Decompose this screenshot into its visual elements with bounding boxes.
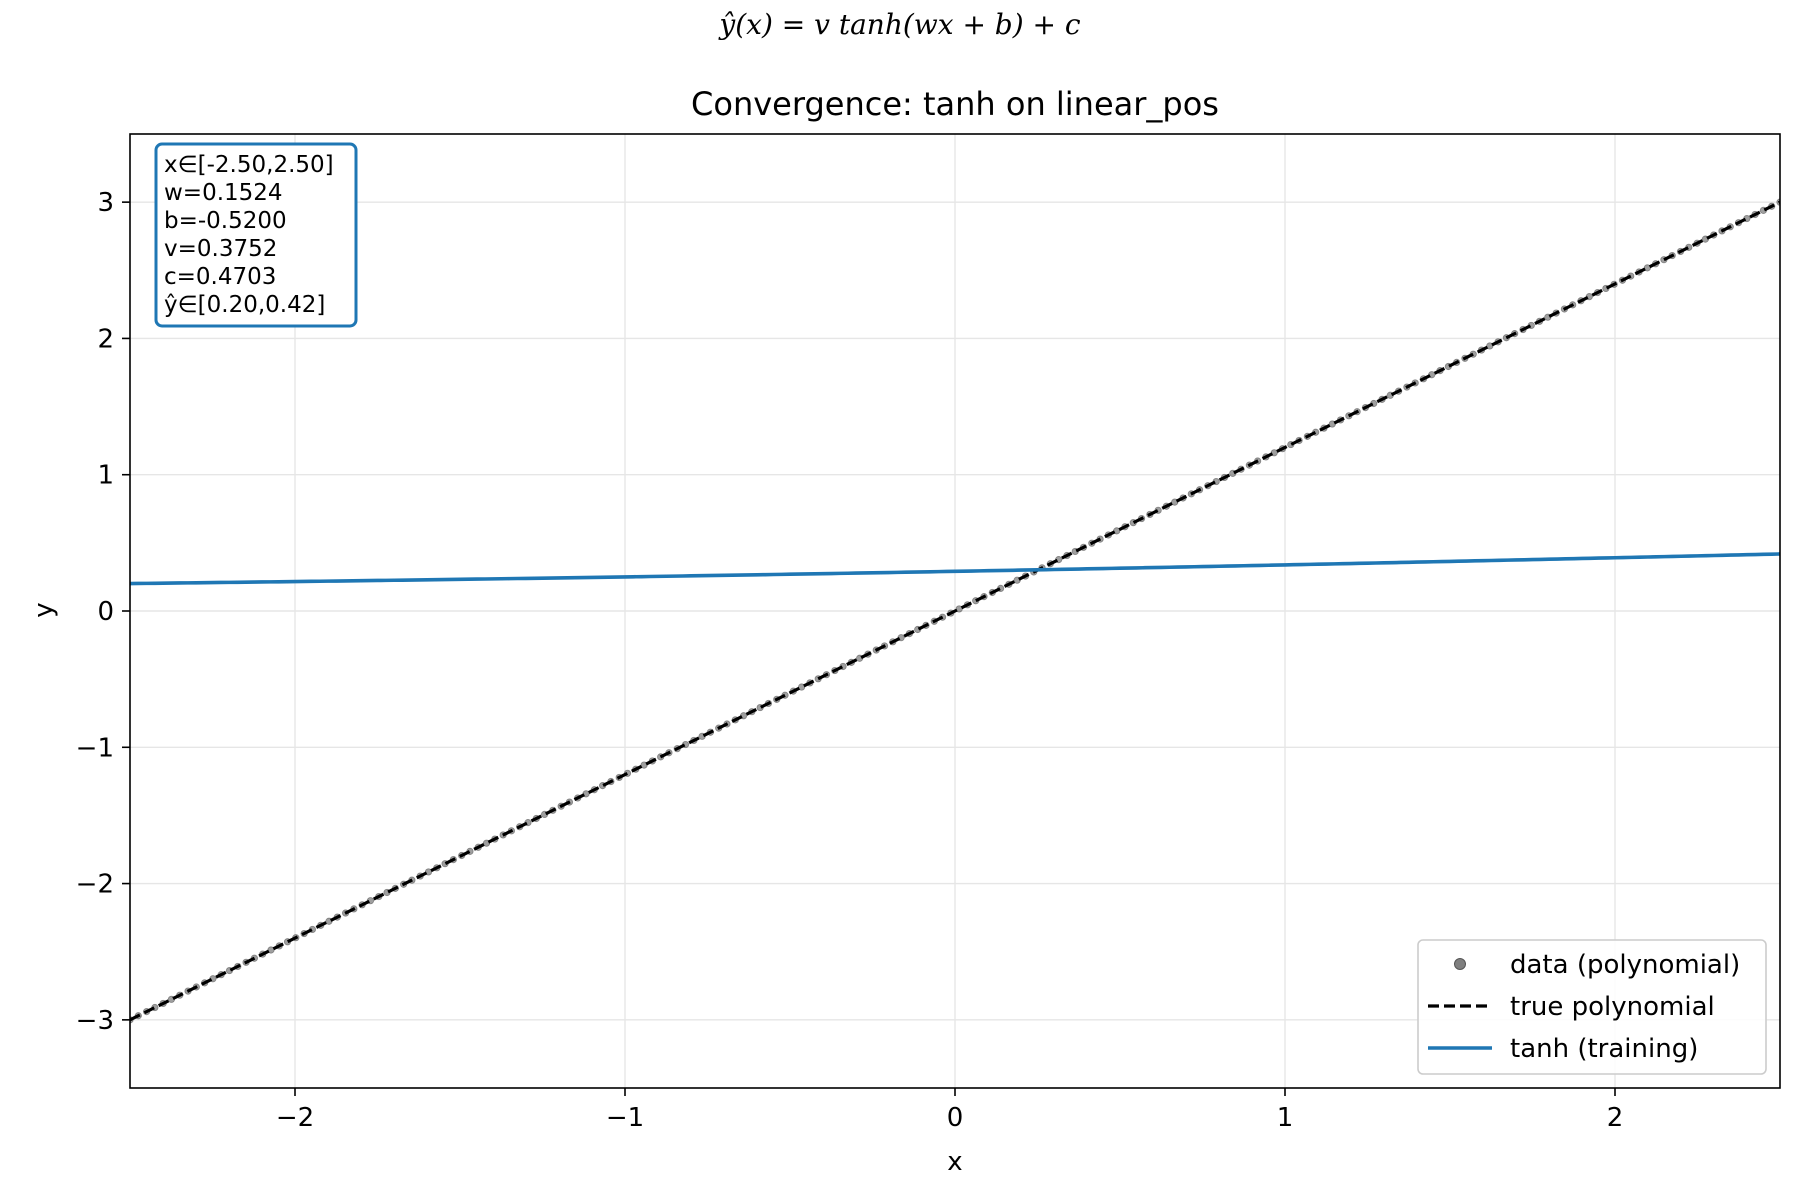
legend-label: true polynomial: [1510, 992, 1715, 1022]
x-tick-label: 2: [1607, 1103, 1624, 1133]
info-box-line: x∈[-2.50,2.50]: [164, 152, 334, 178]
ticks-layer: −2 −1 0 1 2 −3 −2 −1 0 1 2 3: [76, 188, 1624, 1133]
y-tick-label: 0: [97, 597, 114, 627]
legend-label: data (polynomial): [1510, 950, 1740, 980]
x-tick-label: −2: [276, 1103, 314, 1133]
y-tick-label: −1: [76, 733, 114, 763]
y-tick-label: 2: [97, 324, 114, 354]
info-box-line: w=0.1524: [164, 180, 283, 206]
y-tick-label: −2: [76, 870, 114, 900]
x-tick-label: 1: [1277, 1103, 1294, 1133]
legend: data (polynomial) true polynomial tanh (tr…: [1417, 939, 1767, 1075]
chart-title: Convergence: tanh on linear_pos: [691, 85, 1219, 123]
y-tick-label: 1: [97, 461, 114, 491]
info-box-frame: [154, 142, 358, 328]
info-box-line: ŷ∈[0.20,0.42]: [164, 292, 325, 318]
series-true-polynomial: [130, 200, 1780, 1022]
y-axis-label: y: [29, 602, 59, 617]
legend-marker-data: [1454, 958, 1466, 970]
x-tick-label: −1: [606, 1103, 644, 1133]
info-box-line: c=0.4703: [164, 264, 276, 290]
y-tick-label: −3: [76, 1006, 114, 1036]
chart-suptitle: ŷ(x) = v tanh(wx + b) + c: [717, 8, 1081, 41]
info-box-line: v=0.3752: [164, 236, 277, 262]
x-axis-label: x: [947, 1147, 962, 1177]
y-tick-label: 3: [97, 188, 114, 218]
parameter-info-box: x∈[-2.50,2.50]w=0.1524b=-0.5200v=0.3752c…: [154, 142, 358, 328]
plot-area: [130, 198, 1780, 1024]
x-tick-label: 0: [947, 1103, 964, 1133]
info-box-line: b=-0.5200: [164, 208, 287, 234]
legend-frame: [1417, 939, 1767, 1075]
legend-label: tanh (training): [1510, 1034, 1698, 1064]
series-tanh-training: [130, 552, 1780, 586]
